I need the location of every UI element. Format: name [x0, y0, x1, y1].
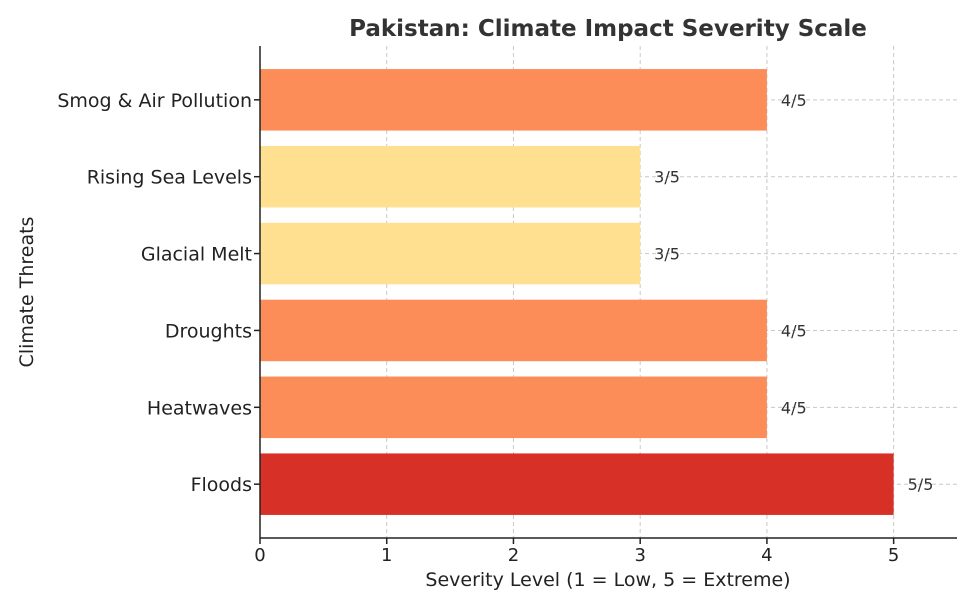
labels: 0 1 2 3 4 5 Floods 5/5 Heatwaves 4/5 Droughts 4/5 Gl… — [57, 90, 933, 566]
x-axis-label: Severity Level (1 = Low, 5 = Extreme) — [425, 569, 790, 591]
x-tick-label: 5 — [888, 545, 899, 566]
category-label: Rising Sea Levels — [87, 167, 252, 189]
y-axis-label: Climate Threats — [16, 217, 38, 368]
bars — [260, 69, 894, 515]
data-label: 5/5 — [908, 475, 934, 494]
data-label: 3/5 — [654, 168, 680, 187]
axes — [254, 46, 957, 544]
x-tick-label: 1 — [381, 545, 392, 566]
category-label: Floods — [191, 474, 252, 496]
data-label: 4/5 — [781, 321, 807, 340]
bar — [260, 299, 767, 362]
data-label: 4/5 — [781, 398, 807, 417]
category-label: Heatwaves — [147, 397, 252, 419]
x-tick-label: 3 — [634, 545, 645, 566]
bar — [260, 453, 894, 515]
bar — [260, 376, 767, 439]
bar — [260, 145, 641, 208]
category-label: Smog & Air Pollution — [57, 90, 252, 112]
data-label: 3/5 — [654, 245, 680, 264]
x-tick-label: 0 — [254, 545, 265, 566]
x-tick-label: 2 — [508, 545, 519, 566]
category-label: Droughts — [165, 320, 252, 342]
category-label: Glacial Melt — [141, 244, 252, 266]
x-tick-label: 4 — [761, 545, 772, 566]
bar — [260, 69, 767, 131]
chart-title: Pakistan: Climate Impact Severity Scale — [349, 16, 867, 42]
bar — [260, 222, 641, 285]
data-label: 4/5 — [781, 91, 807, 110]
